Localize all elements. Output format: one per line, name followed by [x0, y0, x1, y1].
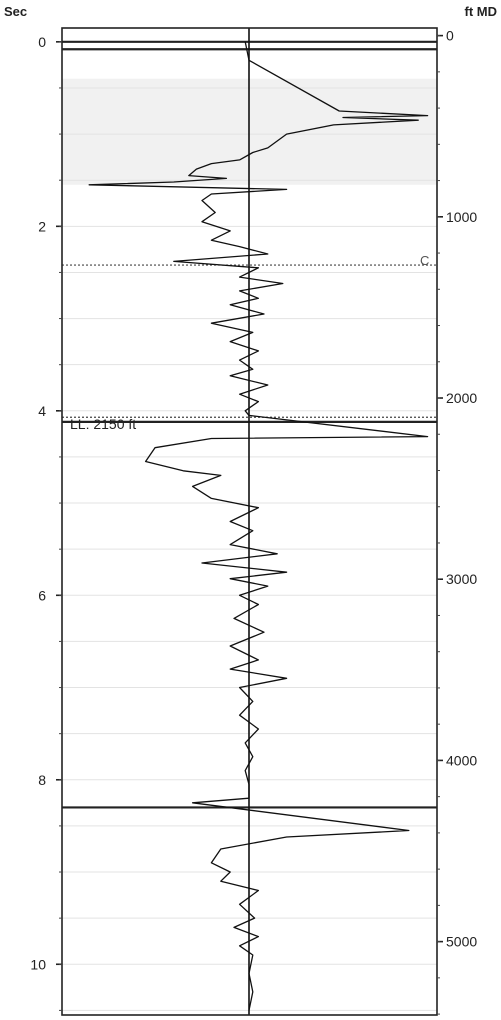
trace-series	[88, 41, 429, 1011]
right-tick-label: 2000	[446, 390, 477, 406]
trace-layer	[88, 41, 429, 1011]
annotation-c: C	[420, 253, 429, 268]
plot-frame	[61, 27, 438, 1016]
left-tick-label: 4	[38, 403, 46, 419]
left-tick-label: 10	[30, 956, 46, 972]
right-tick-label: 1000	[446, 209, 477, 225]
right-tick-label: 0	[446, 28, 454, 44]
right-axis-label: ft MD	[465, 4, 498, 19]
left-axis-label: Sec	[4, 4, 27, 19]
left-tick-label: 0	[38, 34, 46, 50]
left-tick-label: 6	[38, 587, 46, 603]
axes-layer: 0 2 4 6 8 10 0 1000 2000 3000 4000 5000	[30, 27, 477, 1016]
right-tick-label: 3000	[446, 571, 477, 587]
annotation-ll-depth: LL: 2150 ft	[70, 416, 136, 432]
right-tick-label: 4000	[446, 752, 477, 768]
left-tick-label: 8	[38, 772, 46, 788]
left-tick-label: 2	[38, 218, 46, 234]
right-tick-label: 5000	[446, 934, 477, 950]
marker-lines-layer	[62, 28, 437, 1015]
